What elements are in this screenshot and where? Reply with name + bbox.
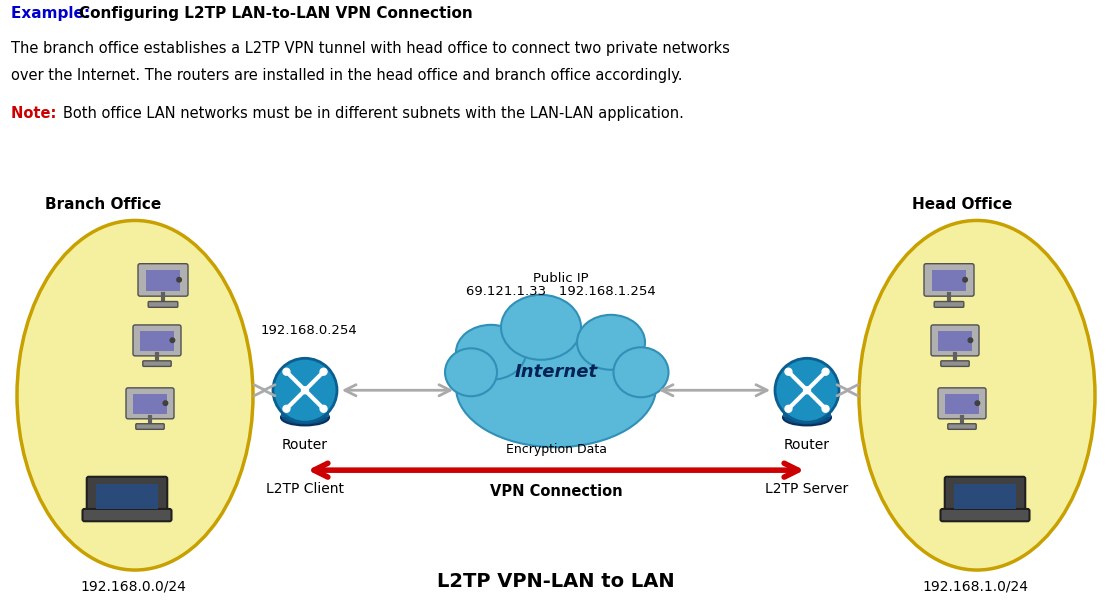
FancyBboxPatch shape <box>941 509 1030 522</box>
Text: Branch Office: Branch Office <box>44 197 161 212</box>
Circle shape <box>775 358 838 422</box>
Text: 192.168.1.0/24: 192.168.1.0/24 <box>922 579 1027 593</box>
Ellipse shape <box>281 410 329 425</box>
Ellipse shape <box>456 327 656 447</box>
Text: Note:: Note: <box>11 106 61 122</box>
Circle shape <box>319 368 328 376</box>
Ellipse shape <box>445 348 497 396</box>
FancyBboxPatch shape <box>945 477 1025 514</box>
FancyBboxPatch shape <box>82 509 171 522</box>
FancyBboxPatch shape <box>146 270 180 291</box>
Text: 69.121.1.33   192.168.1.254: 69.121.1.33 192.168.1.254 <box>466 286 656 298</box>
Circle shape <box>282 405 290 413</box>
Text: Both office LAN networks must be in different subnets with the LAN-LAN applicati: Both office LAN networks must be in diff… <box>63 106 684 122</box>
Text: 192.168.0.254: 192.168.0.254 <box>261 324 358 337</box>
Circle shape <box>822 405 830 413</box>
Circle shape <box>803 386 811 394</box>
Text: Head Office: Head Office <box>912 197 1012 212</box>
Text: L2TP VPN-LAN to LAN: L2TP VPN-LAN to LAN <box>437 572 675 591</box>
Circle shape <box>967 337 973 343</box>
Circle shape <box>169 337 176 343</box>
Text: L2TP Server: L2TP Server <box>765 482 848 496</box>
Text: Internet: Internet <box>515 363 597 381</box>
Ellipse shape <box>456 325 526 380</box>
Text: 192.168.0.0/24: 192.168.0.0/24 <box>80 579 186 593</box>
Text: Encryption Data: Encryption Data <box>506 443 606 456</box>
FancyBboxPatch shape <box>941 361 970 367</box>
Circle shape <box>274 358 337 422</box>
FancyBboxPatch shape <box>136 424 165 430</box>
FancyBboxPatch shape <box>142 361 171 367</box>
Circle shape <box>282 368 290 376</box>
Circle shape <box>162 400 168 406</box>
Ellipse shape <box>614 347 668 397</box>
FancyBboxPatch shape <box>939 388 986 419</box>
FancyBboxPatch shape <box>783 402 831 417</box>
FancyBboxPatch shape <box>934 301 964 307</box>
FancyBboxPatch shape <box>148 301 178 307</box>
FancyBboxPatch shape <box>133 325 181 356</box>
FancyBboxPatch shape <box>947 424 976 430</box>
Ellipse shape <box>17 220 254 570</box>
FancyBboxPatch shape <box>939 332 972 351</box>
FancyBboxPatch shape <box>140 332 173 351</box>
FancyBboxPatch shape <box>138 264 188 296</box>
Text: Router: Router <box>282 438 328 452</box>
Circle shape <box>301 386 309 394</box>
Circle shape <box>784 368 793 376</box>
Circle shape <box>962 276 969 283</box>
Text: The branch office establishes a L2TP VPN tunnel with head office to connect two : The branch office establishes a L2TP VPN… <box>11 41 729 56</box>
FancyBboxPatch shape <box>133 394 167 414</box>
FancyBboxPatch shape <box>96 484 158 509</box>
Ellipse shape <box>577 315 645 370</box>
FancyBboxPatch shape <box>281 402 329 417</box>
Text: L2TP Client: L2TP Client <box>266 482 344 496</box>
Circle shape <box>974 400 981 406</box>
Text: over the Internet. The routers are installed in the head office and branch offic: over the Internet. The routers are insta… <box>11 68 683 83</box>
FancyBboxPatch shape <box>954 484 1016 509</box>
Text: VPN Connection: VPN Connection <box>489 484 623 499</box>
Text: Configuring L2TP LAN-to-LAN VPN Connection: Configuring L2TP LAN-to-LAN VPN Connecti… <box>79 6 473 21</box>
FancyBboxPatch shape <box>87 477 167 514</box>
Ellipse shape <box>858 220 1095 570</box>
FancyBboxPatch shape <box>932 270 966 291</box>
Text: Example:: Example: <box>11 6 96 21</box>
Circle shape <box>319 405 328 413</box>
Text: Public IP: Public IP <box>533 272 589 286</box>
FancyBboxPatch shape <box>931 325 979 356</box>
FancyBboxPatch shape <box>924 264 974 296</box>
Circle shape <box>784 405 793 413</box>
FancyBboxPatch shape <box>126 388 173 419</box>
Ellipse shape <box>783 410 831 425</box>
Text: Router: Router <box>784 438 830 452</box>
Circle shape <box>176 276 182 283</box>
Circle shape <box>822 368 830 376</box>
FancyBboxPatch shape <box>945 394 979 414</box>
Ellipse shape <box>502 295 580 360</box>
